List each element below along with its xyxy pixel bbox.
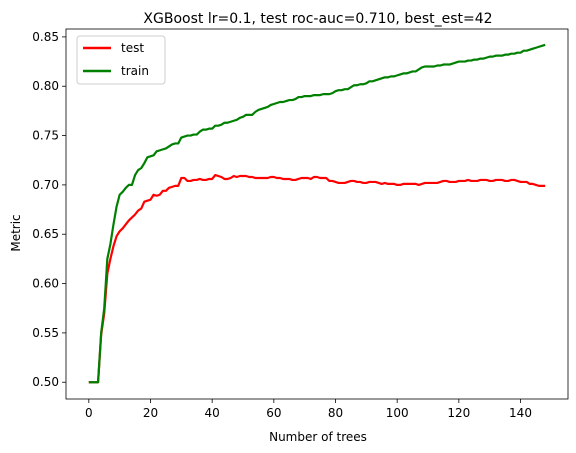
x-tick-label: 40 — [205, 406, 220, 420]
y-tick-label: 0.60 — [32, 277, 59, 291]
x-tick-label: 140 — [509, 406, 532, 420]
plot-background — [66, 29, 568, 399]
legend-label-test: test — [121, 41, 144, 55]
x-tick-label: 120 — [447, 406, 470, 420]
series-line-train — [88, 43, 546, 384]
legend: test train — [76, 35, 166, 85]
plot-frame — [65, 28, 569, 400]
plot-area — [66, 29, 568, 399]
y-tick-label: 0.50 — [32, 375, 59, 389]
x-axis: 0 20 40 60 80 100 120 140 — [85, 399, 532, 420]
y-tick-label: 0.75 — [32, 129, 59, 143]
x-axis-label: Number of trees — [269, 430, 367, 444]
chart-title: XGBoost lr=0.1, test roc-auc=0.710, best… — [143, 11, 492, 27]
y-tick-label: 0.55 — [32, 326, 59, 340]
y-axis: 0.50 0.55 0.60 0.65 0.70 0.75 0.80 0.85 — [32, 30, 66, 389]
series-layer — [88, 43, 546, 384]
y-tick-label: 0.80 — [32, 79, 59, 93]
x-tick-label: 80 — [328, 406, 343, 420]
x-tick-label: 60 — [266, 406, 281, 420]
x-tick-label: 20 — [143, 406, 158, 420]
y-tick-label: 0.85 — [32, 30, 59, 44]
legend-label-train: train — [121, 64, 149, 78]
y-tick-label: 0.65 — [32, 227, 59, 241]
y-tick-label: 0.70 — [32, 178, 59, 192]
y-axis-label: Metric — [9, 214, 23, 251]
x-tick-label: 100 — [386, 406, 409, 420]
series-line-test — [88, 173, 546, 384]
x-tick-label: 0 — [85, 406, 93, 420]
